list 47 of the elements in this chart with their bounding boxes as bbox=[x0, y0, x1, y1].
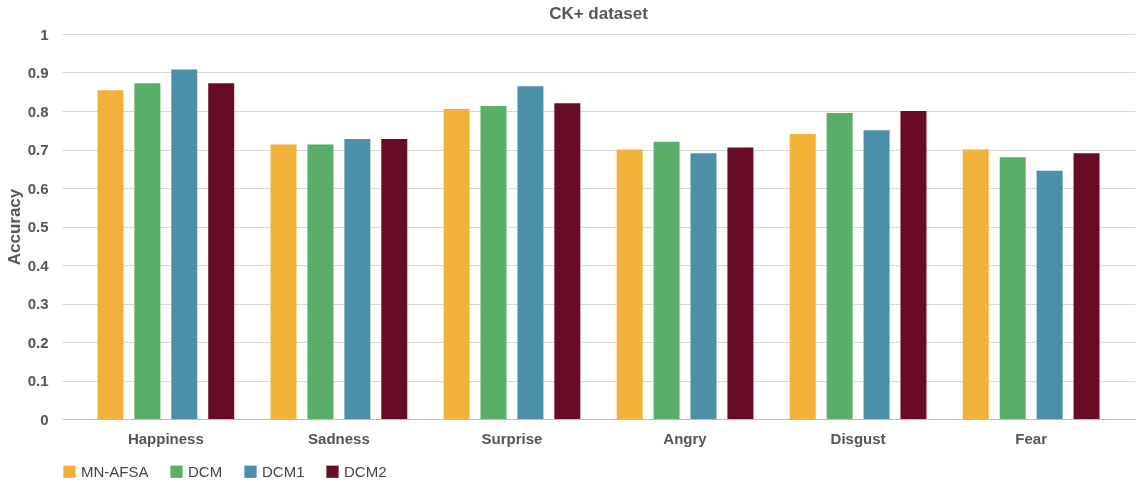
y-tick-label: 0.5 bbox=[27, 218, 49, 235]
bar bbox=[690, 153, 717, 419]
legend-label: DCM1 bbox=[262, 462, 305, 480]
legend-label: DCM2 bbox=[344, 462, 387, 480]
legend-label: MN-AFSA bbox=[81, 462, 149, 480]
bar bbox=[307, 144, 334, 419]
y-tick-label: 0.3 bbox=[27, 295, 49, 312]
bar bbox=[480, 106, 507, 419]
x-tick-label: Surprise bbox=[481, 429, 543, 447]
x-tick-label: Fear bbox=[1015, 429, 1048, 447]
bar bbox=[900, 111, 927, 419]
bar bbox=[1073, 153, 1100, 419]
bar bbox=[653, 141, 680, 419]
y-tick-label: 0.7 bbox=[27, 141, 49, 158]
y-axis-title: Accuracy bbox=[4, 188, 24, 266]
bar bbox=[999, 157, 1026, 419]
bar bbox=[443, 109, 470, 419]
bar bbox=[863, 130, 890, 419]
y-tick-label: 0.2 bbox=[27, 333, 49, 351]
bar bbox=[789, 134, 816, 419]
legend-label: DCM bbox=[188, 462, 223, 480]
bar bbox=[97, 90, 124, 419]
bar bbox=[517, 86, 544, 419]
y-tick-label: 0 bbox=[40, 410, 49, 428]
chart-title: CK+ dataset bbox=[549, 4, 649, 23]
y-tick-label: 0.4 bbox=[27, 256, 50, 274]
y-tick-label: 0.1 bbox=[27, 372, 49, 389]
y-tick-label: 0.8 bbox=[27, 102, 49, 120]
bar bbox=[616, 149, 643, 419]
bar bbox=[171, 69, 198, 419]
bar bbox=[727, 147, 754, 419]
y-tick-label: 1 bbox=[40, 25, 49, 43]
bar bbox=[554, 103, 581, 419]
x-tick-label: Sadness bbox=[308, 429, 370, 447]
y-tick-label: 0.6 bbox=[27, 179, 49, 197]
y-tick-label: 0.9 bbox=[27, 64, 49, 81]
bar bbox=[344, 139, 371, 419]
bar bbox=[1036, 170, 1063, 419]
bar bbox=[826, 112, 853, 419]
bar bbox=[208, 83, 235, 419]
bar bbox=[381, 139, 408, 419]
x-tick-label: Disgust bbox=[830, 429, 886, 447]
bar bbox=[270, 144, 297, 419]
x-tick-label: Happiness bbox=[127, 429, 204, 447]
x-tick-label: Angry bbox=[663, 429, 708, 447]
bar bbox=[962, 149, 989, 419]
bar bbox=[134, 83, 161, 419]
